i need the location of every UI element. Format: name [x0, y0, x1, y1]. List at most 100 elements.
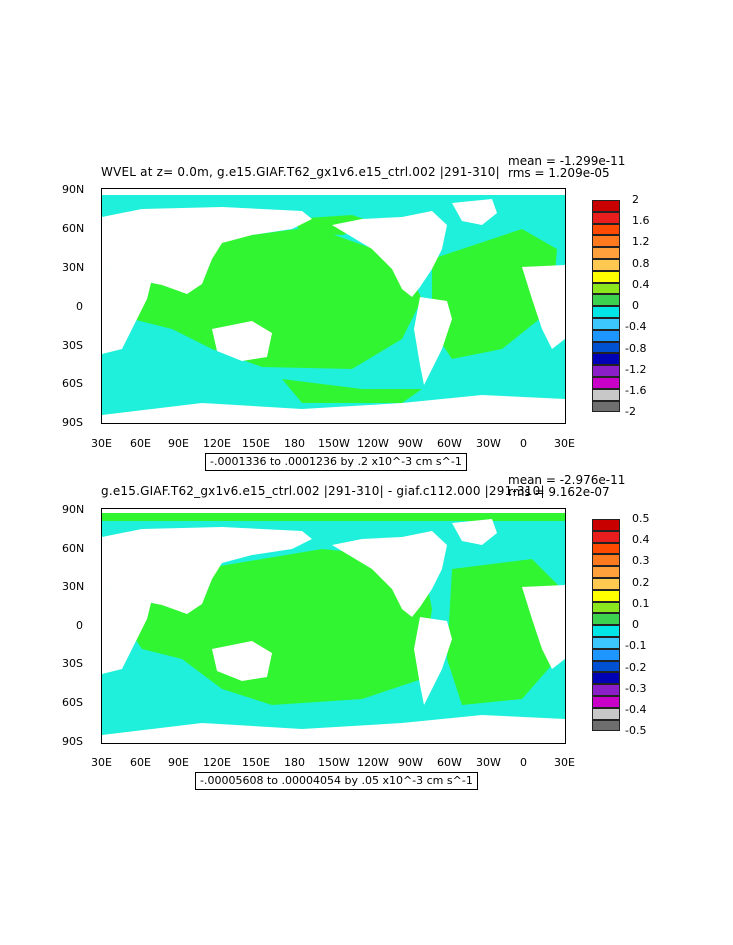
colorbar-tick-label: 0 [632, 299, 639, 313]
colorbar-tick-label: -0.2 [625, 660, 647, 674]
land-eurasia [102, 207, 312, 294]
colorbar-cell [592, 306, 620, 318]
colorbar-cell [592, 235, 620, 248]
colorbar-tick-label: -0.4 [625, 320, 647, 334]
x-tick-label: 60E [130, 437, 151, 450]
x-tick-label: 90E [168, 437, 189, 450]
colorbar-cell [592, 365, 620, 377]
colorbar-cell [592, 577, 620, 590]
colorbar-tick-label: 1.6 [632, 214, 650, 228]
colorbar-tick-label: -1.2 [625, 362, 647, 376]
land-eurasia [102, 527, 312, 614]
colorbar-cell [592, 519, 620, 531]
y-tick-label: 90N [62, 183, 85, 196]
colorbar [592, 519, 620, 732]
y-tick-label: 0 [76, 619, 83, 632]
colorbar-tick-label: 0.2 [632, 575, 650, 589]
colorbar-cell [592, 270, 620, 283]
y-tick-label: 30S [62, 657, 83, 670]
x-tick-label: 90E [168, 756, 189, 769]
x-tick-label: 120E [203, 437, 231, 450]
map-plot [101, 188, 566, 424]
x-tick-label: 30E [91, 756, 112, 769]
colorbar-tick-label: -1.6 [625, 384, 647, 398]
colorbar-cell [592, 400, 620, 413]
land-arctic-top [102, 189, 565, 195]
colorbar-tick-label: 1.2 [632, 235, 650, 249]
y-tick-label: 90N [62, 503, 85, 516]
colorbar-tick-label: -0.5 [625, 724, 647, 738]
colorbar-cell [592, 247, 620, 259]
y-tick-label: 30S [62, 339, 83, 352]
x-tick-label: 150E [242, 756, 270, 769]
colorbar-tick-label: -0.1 [625, 639, 647, 653]
y-tick-label: 0 [76, 300, 83, 313]
colorbar-cell [592, 329, 620, 342]
y-tick-label: 90S [62, 735, 83, 748]
y-tick-label: 30N [62, 580, 85, 593]
colorbar-tick-label: 0.4 [632, 533, 650, 547]
colorbar-cell [592, 707, 620, 720]
colorbar-tick-label: 0.3 [632, 554, 650, 568]
colorbar-cell [592, 258, 620, 271]
colorbar-cell [592, 353, 620, 366]
x-tick-label: 30W [476, 437, 501, 450]
y-tick-label: 60S [62, 377, 83, 390]
land-north-america [332, 531, 447, 617]
y-tick-label: 90S [62, 416, 83, 429]
colorbar-cell [592, 684, 620, 696]
x-tick-label: 120W [357, 756, 389, 769]
colorbar-cell [592, 648, 620, 661]
land-greenland [452, 519, 497, 545]
land-africa [102, 267, 152, 354]
colorbar-tick-label: 0.1 [632, 596, 650, 610]
stats-mean: mean = -2.976e-11 [508, 473, 626, 487]
x-tick-label: 90W [398, 756, 423, 769]
land-north-america [332, 211, 447, 297]
land-south-america [414, 297, 452, 385]
colorbar-cell [592, 223, 620, 236]
x-tick-label: 120E [203, 756, 231, 769]
land-africa-east [522, 265, 565, 349]
colorbar-cell [592, 282, 620, 295]
land-australia [212, 321, 272, 361]
colorbar-cell [592, 388, 620, 401]
x-tick-label: 0 [520, 437, 527, 450]
land-antarctica [102, 715, 565, 743]
field-positive-patch [282, 379, 422, 403]
map-field [102, 189, 565, 423]
colorbar-cell [592, 530, 620, 543]
land-antarctica [102, 395, 565, 423]
stats-rms: rms = 1.209e-05 [508, 166, 610, 180]
colorbar-cell [592, 376, 620, 389]
x-tick-label: 150W [318, 756, 350, 769]
field-positive-patch [102, 513, 565, 521]
colorbar-tick-label: -0.4 [625, 703, 647, 717]
x-tick-label: 150W [318, 437, 350, 450]
colorbar-tick-label: 0.5 [632, 512, 650, 525]
colorbar-cell [592, 566, 620, 578]
colorbar-cell [592, 589, 620, 602]
land-australia [212, 641, 272, 681]
land-south-america [414, 617, 452, 705]
land-africa [102, 587, 152, 674]
contour-range-label: -.0001336 to .0001236 by .2 x10^-3 cm s^… [205, 453, 467, 471]
panel-title: g.e15.GIAF.T62_gx1v6.e15_ctrl.002 |291-3… [101, 484, 545, 498]
x-tick-label: 30E [91, 437, 112, 450]
x-tick-label: 60E [130, 756, 151, 769]
stats-rms: rms = 9.162e-07 [508, 485, 610, 499]
land-greenland [452, 199, 497, 225]
x-tick-label: 30E [554, 756, 575, 769]
colorbar [592, 200, 620, 413]
panel-title: WVEL at z= 0.0m, g.e15.GIAF.T62_gx1v6.e1… [101, 165, 500, 179]
colorbar-cell [592, 200, 620, 212]
x-tick-label: 180 [284, 756, 305, 769]
map-plot [101, 508, 566, 744]
contour-range-label: -.00005608 to .00004054 by .05 x10^-3 cm… [195, 772, 478, 790]
colorbar-cell [592, 601, 620, 614]
colorbar-cell [592, 660, 620, 673]
colorbar-cell [592, 542, 620, 555]
colorbar-cell [592, 613, 620, 626]
land-africa-east [522, 585, 565, 669]
colorbar-tick-label: 0 [632, 618, 639, 632]
